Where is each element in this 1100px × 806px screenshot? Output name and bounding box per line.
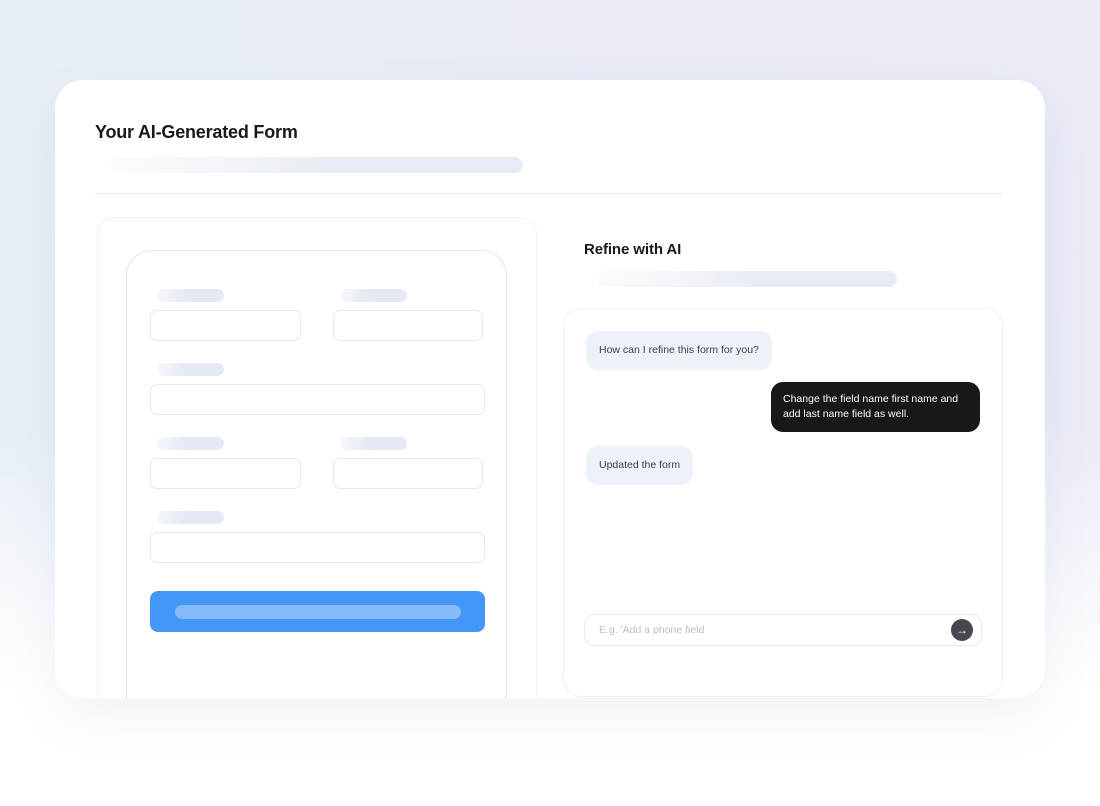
form-field bbox=[150, 437, 301, 489]
text-input[interactable] bbox=[150, 458, 301, 489]
divider bbox=[95, 193, 1002, 194]
text-input[interactable] bbox=[150, 310, 301, 341]
field-label-skeleton bbox=[339, 289, 407, 302]
form-row bbox=[150, 289, 483, 341]
form-mockup-frame bbox=[126, 250, 507, 698]
subtitle-skeleton bbox=[110, 157, 523, 173]
text-input[interactable] bbox=[332, 458, 483, 489]
text-input[interactable] bbox=[150, 532, 485, 563]
form-field bbox=[150, 289, 301, 341]
chat-message-assistant: How can I refine this form for you? bbox=[586, 331, 772, 370]
field-label-skeleton bbox=[157, 289, 224, 302]
submit-button[interactable] bbox=[150, 591, 485, 632]
form-field bbox=[150, 511, 485, 563]
form-row bbox=[150, 437, 483, 489]
send-button[interactable]: → bbox=[951, 619, 973, 641]
text-input[interactable] bbox=[332, 310, 483, 341]
button-label-skeleton bbox=[174, 604, 461, 619]
main-card: Your AI-Generated Form bbox=[55, 80, 1045, 698]
chat-panel: How can I refine this form for you? Chan… bbox=[563, 308, 1003, 697]
chat-input-row: → bbox=[584, 614, 982, 646]
form-field bbox=[150, 363, 485, 415]
form-row bbox=[150, 363, 485, 415]
field-label-skeleton bbox=[157, 363, 224, 376]
refine-subtitle-skeleton bbox=[597, 271, 897, 287]
page-title: Your AI-Generated Form bbox=[95, 122, 298, 142]
form-preview-card bbox=[97, 217, 537, 698]
text-input[interactable] bbox=[150, 384, 485, 415]
form-field bbox=[332, 289, 483, 341]
field-label-skeleton bbox=[339, 437, 407, 450]
form-row bbox=[150, 511, 485, 563]
chat-input[interactable] bbox=[585, 615, 951, 645]
refine-heading: Refine with AI bbox=[584, 241, 682, 258]
field-label-skeleton bbox=[157, 437, 224, 450]
chat-message-assistant: Updated the form bbox=[586, 446, 694, 485]
field-label-skeleton bbox=[157, 511, 224, 524]
chat-message-user: Change the field name first name and add… bbox=[771, 382, 980, 432]
arrow-right-icon: → bbox=[956, 623, 968, 637]
form-field bbox=[332, 437, 483, 489]
